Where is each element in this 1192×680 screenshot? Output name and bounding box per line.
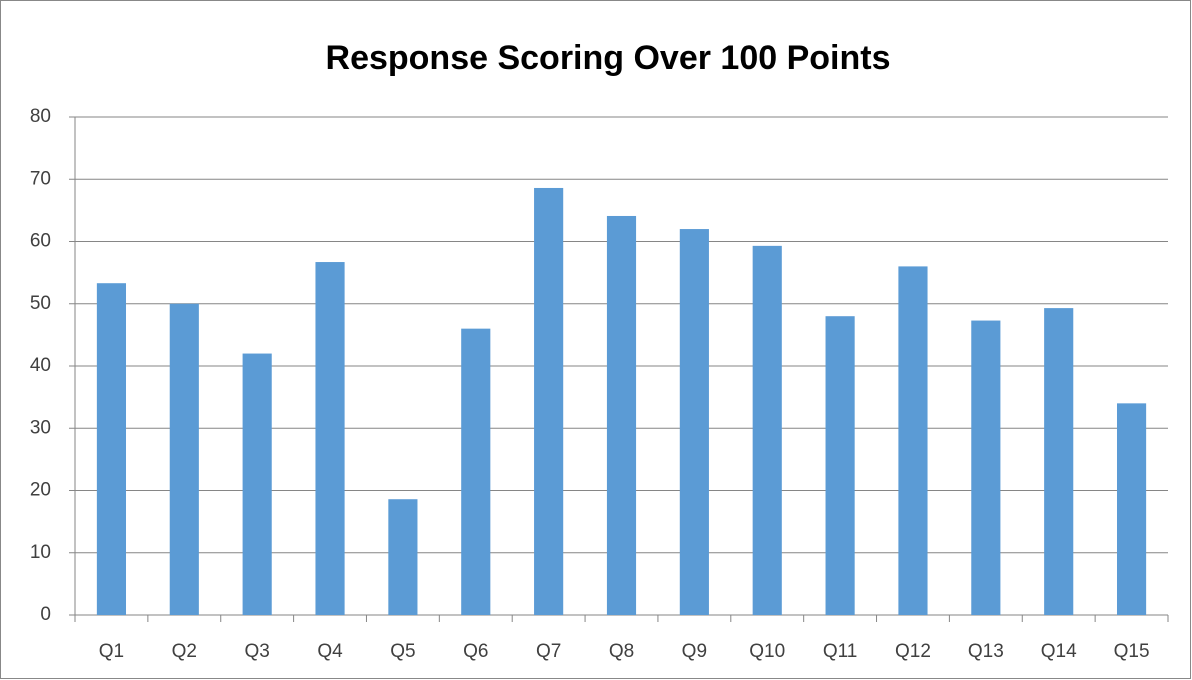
x-tick-label: Q14 (1041, 641, 1077, 662)
y-tick-label: 30 (30, 417, 51, 438)
y-tick-label: 70 (30, 168, 51, 189)
x-tick-label: Q7 (536, 641, 561, 662)
bar (96, 283, 127, 615)
bar (315, 262, 345, 615)
x-tick-label: Q6 (463, 641, 488, 662)
x-tick-label: Q3 (244, 641, 269, 662)
bar (679, 229, 709, 616)
bar (606, 215, 637, 616)
x-tick-label: Q1 (99, 641, 124, 662)
y-tick-label: 80 (30, 106, 51, 127)
chart-title: Response Scoring Over 100 Points (326, 39, 891, 77)
x-tick-label: Q8 (609, 641, 634, 662)
bar (388, 499, 418, 615)
x-tick-label: Q11 (823, 641, 858, 662)
x-tick-label: Q10 (749, 641, 785, 662)
bar (1116, 403, 1147, 615)
y-tick-label: 10 (30, 542, 51, 563)
bar (971, 320, 1001, 615)
bar (534, 187, 564, 615)
x-tick-label: Q9 (682, 641, 707, 662)
y-tick-label: 20 (30, 480, 51, 501)
bar (461, 328, 491, 615)
bar (169, 303, 199, 615)
y-tick-label: 60 (30, 231, 51, 252)
bar (825, 316, 855, 615)
bar (1044, 308, 1074, 615)
x-tick-label: Q2 (172, 641, 197, 662)
x-tick-label: Q4 (317, 641, 343, 662)
bar (898, 266, 928, 615)
bar (242, 353, 272, 615)
x-tick-label: Q13 (968, 641, 1004, 662)
y-tick-label: 50 (30, 293, 51, 314)
y-tick-label: 0 (40, 604, 51, 625)
y-tick-label: 40 (30, 355, 51, 376)
bar (752, 245, 782, 616)
x-tick-label: Q5 (390, 641, 415, 662)
x-tick-label: Q12 (895, 641, 931, 662)
x-tick-label: Q15 (1114, 641, 1150, 662)
